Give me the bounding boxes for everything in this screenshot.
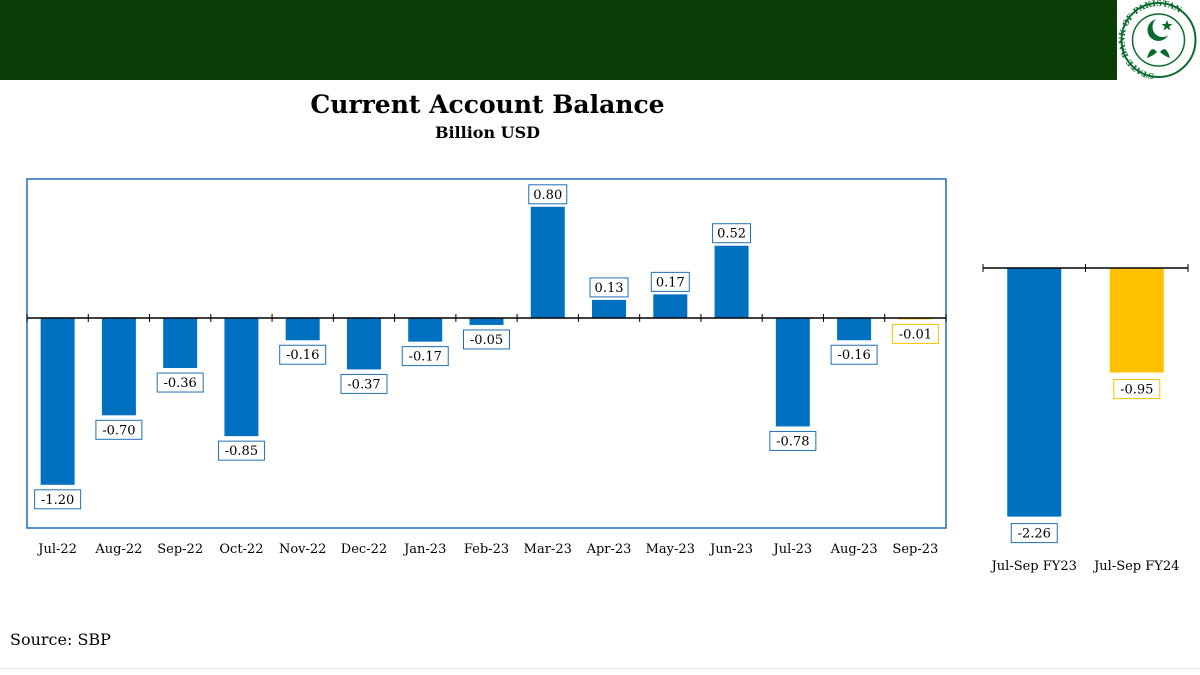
svg-text:-0.01: -0.01 bbox=[899, 327, 932, 342]
summary-data-label-2: -0.95 bbox=[1113, 379, 1161, 399]
x-tick-label: Sep-23 bbox=[892, 542, 938, 557]
x-tick-label: Apr-23 bbox=[586, 542, 632, 557]
source-note: Source: SBP bbox=[10, 630, 111, 649]
data-label-jun-23: 0.52 bbox=[712, 223, 752, 244]
summary-bar-1 bbox=[1007, 268, 1062, 517]
svg-text:-2.26: -2.26 bbox=[1018, 527, 1051, 542]
bar-jan-23 bbox=[408, 318, 443, 342]
x-tick-label: Aug-23 bbox=[830, 542, 878, 557]
svg-text:-0.95: -0.95 bbox=[1120, 383, 1153, 398]
bar-mar-23 bbox=[530, 206, 565, 318]
svg-text:0.80: 0.80 bbox=[533, 188, 562, 203]
data-label-mar-23: 0.80 bbox=[528, 184, 568, 205]
data-label-jul-23: -0.78 bbox=[769, 430, 817, 451]
x-tick-label: Mar-23 bbox=[524, 542, 572, 557]
data-label-sep-23: -0.01 bbox=[891, 323, 939, 344]
data-label-oct-22: -0.85 bbox=[217, 440, 265, 461]
svg-text:-0.85: -0.85 bbox=[225, 444, 258, 459]
bar-aug-23 bbox=[837, 318, 872, 341]
sbp-logo-icon: STATE BANK OF PAKISTAN bbox=[1117, 0, 1197, 80]
chart-subtitle: Billion USD bbox=[434, 123, 541, 142]
x-tick-label: Jan-23 bbox=[402, 542, 446, 557]
x-tick-label: Jun-23 bbox=[708, 542, 753, 557]
x-tick-label: Aug-22 bbox=[94, 542, 142, 557]
data-label-apr-23: 0.13 bbox=[589, 277, 629, 298]
data-label-aug-23: -0.16 bbox=[830, 344, 878, 365]
svg-text:0.52: 0.52 bbox=[717, 227, 746, 242]
summary-bar-chart: -2.26 Jul-Sep FY23 -0.95 Jul-Sep FY24 bbox=[982, 264, 1189, 574]
data-label-jan-23: -0.17 bbox=[401, 346, 449, 367]
bottom-divider bbox=[0, 668, 1200, 669]
bar-oct-22 bbox=[224, 318, 259, 437]
x-tick-label: Nov-22 bbox=[279, 542, 326, 557]
data-label-may-23: 0.17 bbox=[650, 271, 690, 292]
data-label-aug-22: -0.70 bbox=[95, 419, 143, 440]
svg-text:-1.20: -1.20 bbox=[41, 493, 74, 508]
svg-text:-0.16: -0.16 bbox=[286, 348, 319, 363]
svg-text:-0.78: -0.78 bbox=[776, 434, 809, 449]
svg-text:-0.37: -0.37 bbox=[347, 377, 380, 392]
x-tick-label: Sep-22 bbox=[157, 542, 203, 557]
svg-text:-0.05: -0.05 bbox=[470, 333, 503, 348]
monthly-bar-chart: -1.20 Jul-22 -0.70 Aug-22 -0.36 Sep-22 -0.85 Oc… bbox=[26, 178, 947, 557]
data-label-nov-22: -0.16 bbox=[279, 344, 327, 365]
summary-x-label: Jul-Sep FY23 bbox=[990, 559, 1077, 574]
bar-aug-22 bbox=[101, 318, 136, 416]
sbp-logo: STATE BANK OF PAKISTAN bbox=[1117, 0, 1200, 80]
chart-title: Current Account Balance bbox=[310, 90, 665, 119]
x-tick-label: May-23 bbox=[646, 542, 695, 557]
bar-may-23 bbox=[653, 294, 688, 318]
svg-text:-0.16: -0.16 bbox=[837, 348, 870, 363]
summary-x-label: Jul-Sep FY24 bbox=[1092, 559, 1179, 574]
bar-jun-23 bbox=[714, 245, 749, 318]
data-label-jul-22: -1.20 bbox=[34, 489, 82, 510]
bar-nov-22 bbox=[285, 318, 320, 341]
bar-jul-22 bbox=[40, 318, 75, 485]
data-label-sep-22: -0.36 bbox=[156, 372, 204, 393]
data-label-dec-22: -0.37 bbox=[340, 373, 388, 394]
bar-apr-23 bbox=[592, 299, 627, 318]
x-tick-label: Dec-22 bbox=[341, 542, 387, 557]
bar-feb-23 bbox=[469, 318, 504, 325]
x-tick-label: Jul-22 bbox=[36, 542, 77, 557]
summary-data-label-1: -2.26 bbox=[1010, 523, 1058, 544]
summary-bar-2 bbox=[1109, 268, 1164, 373]
svg-text:-0.36: -0.36 bbox=[163, 376, 196, 391]
bar-dec-22 bbox=[346, 318, 381, 370]
svg-text:-0.70: -0.70 bbox=[102, 423, 135, 438]
x-tick-label: Jul-23 bbox=[771, 542, 812, 557]
data-label-feb-23: -0.05 bbox=[463, 329, 510, 350]
x-tick-label: Oct-22 bbox=[219, 542, 263, 557]
svg-text:0.13: 0.13 bbox=[595, 281, 624, 296]
header-bar bbox=[0, 0, 1200, 80]
svg-text:-0.17: -0.17 bbox=[409, 350, 442, 365]
bar-jul-23 bbox=[775, 318, 810, 427]
svg-text:0.17: 0.17 bbox=[656, 275, 685, 290]
bar-sep-22 bbox=[163, 318, 198, 369]
x-tick-label: Feb-23 bbox=[464, 542, 509, 557]
